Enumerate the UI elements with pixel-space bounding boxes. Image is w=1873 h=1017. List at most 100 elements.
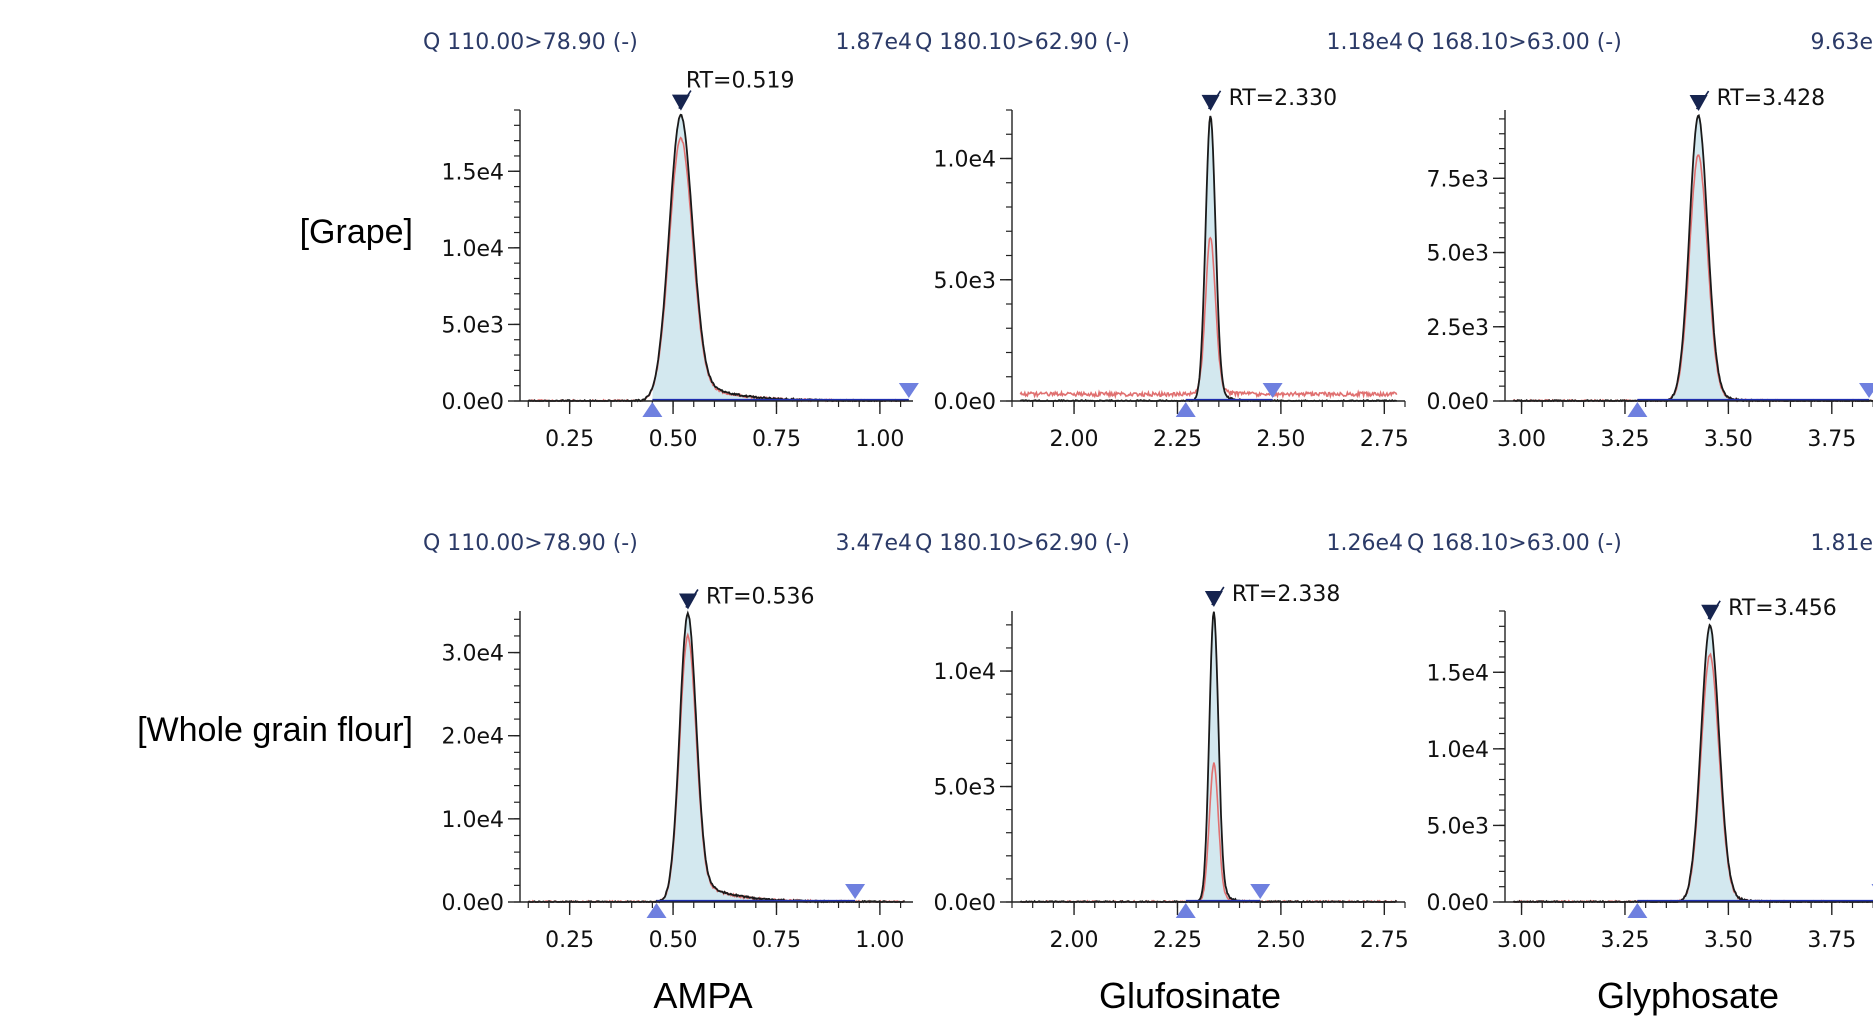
chromatogram-panel: Q 168.10>63.00 (-) 1.81e 0.0e0 5.0e3 1.0e4 1.…: [1407, 531, 1873, 953]
integration-start-marker: [1627, 903, 1648, 918]
x-tick-label: 2.50: [1256, 928, 1305, 953]
x-tick-label: 0.25: [545, 928, 594, 953]
intensity-label: 3.47e4: [835, 531, 912, 556]
retention-time-label: RT=0.519: [686, 69, 795, 94]
integration-start-marker: [1175, 903, 1196, 918]
x-tick-label: 2.75: [1360, 427, 1409, 452]
y-tick-label: 3.0e4: [441, 642, 504, 667]
x-tick-label: 3.50: [1704, 928, 1753, 953]
row-label-grape: [Grape]: [300, 213, 413, 251]
y-tick-label: 0.0e0: [441, 891, 504, 916]
apex-marker-tail: [1695, 90, 1710, 110]
integration-start-marker: [1175, 402, 1196, 417]
apex-marker-tail: [685, 589, 699, 608]
y-tick-label: 1.0e4: [933, 148, 996, 173]
x-tick-label: 1.00: [855, 427, 904, 452]
integrated-peak-area: [652, 114, 909, 402]
apex-marker-tail: [678, 90, 692, 110]
confirmation-trace: [1019, 236, 1398, 400]
chromatogram-panels: Q 110.00>78.90 (-) 1.87e4 0.0e0 5.0e3 1.0e4 1…: [423, 30, 1873, 953]
confirmation-trace: [1513, 652, 1873, 904]
integrated-peak-area: [1185, 116, 1273, 401]
x-tick-label: 3.75: [1807, 427, 1856, 452]
y-tick-label: 0.0e0: [933, 390, 996, 415]
x-tick-label: 0.75: [752, 928, 801, 953]
x-tick-label: 2.25: [1153, 427, 1202, 452]
x-tick-label: 3.25: [1600, 427, 1649, 452]
row-label-whole-grain-flour: [Whole grain flour]: [137, 711, 413, 749]
x-tick-label: 1.00: [855, 928, 904, 953]
x-tick-label: 3.50: [1704, 427, 1753, 452]
chromatogram-panel: Q 110.00>78.90 (-) 3.47e4 0.0e0 1.0e4 2.0e4 3…: [423, 531, 913, 953]
chromatogram-panel: Q 180.10>62.90 (-) 1.26e4 0.0e0 5.0e3 1.0e4 2…: [915, 531, 1409, 953]
transition-label: Q 110.00>78.90 (-): [423, 30, 638, 55]
chromatogram-panel: Q 168.10>63.00 (-) 9.63e 0.0e0 2.5e3 5.0e3 7.…: [1407, 30, 1873, 452]
y-tick-label: 0.0e0: [441, 390, 504, 415]
y-tick-label: 0.0e0: [1426, 390, 1489, 415]
x-tick-label: 2.00: [1050, 928, 1099, 953]
x-tick-label: 0.75: [752, 427, 801, 452]
x-tick-label: 3.00: [1497, 427, 1546, 452]
x-tick-label: 2.00: [1050, 427, 1099, 452]
y-tick-label: 1.0e4: [441, 808, 504, 833]
intensity-label: 9.63e: [1810, 30, 1873, 55]
x-tick-label: 3.75: [1807, 928, 1856, 953]
y-tick-label: 1.0e4: [933, 660, 996, 685]
y-tick-label: 0.0e0: [1426, 891, 1489, 916]
column-label-ampa: AMPA: [653, 975, 752, 1016]
y-tick-label: 5.0e3: [1426, 814, 1489, 839]
x-tick-label: 0.50: [649, 928, 698, 953]
transition-label: Q 180.10>62.90 (-): [915, 30, 1130, 55]
apex-marker-tail: [1211, 586, 1225, 606]
y-tick-label: 1.0e4: [1426, 738, 1489, 763]
integrated-peak-area: [656, 613, 856, 902]
x-tick-label: 0.25: [545, 427, 594, 452]
quantifier-trace: [1512, 623, 1873, 904]
integrated-peak-area: [1637, 115, 1869, 401]
y-tick-label: 5.0e3: [933, 269, 996, 294]
retention-time-label: RT=2.330: [1229, 86, 1338, 111]
chromatogram-panel: Q 110.00>78.90 (-) 1.87e4 0.0e0 5.0e3 1.0e4 1…: [423, 30, 919, 452]
retention-time-label: RT=3.456: [1728, 596, 1837, 621]
quantifier-trace: [527, 113, 905, 403]
confirmation-trace: [527, 632, 906, 904]
integrated-peak-area: [1637, 625, 1873, 902]
y-tick-label: 5.0e3: [1426, 242, 1489, 267]
y-tick-label: 0.0e0: [933, 891, 996, 916]
x-tick-label: 3.00: [1497, 928, 1546, 953]
intensity-label: 1.87e4: [835, 30, 912, 55]
apex-marker-tail: [1707, 600, 1721, 620]
y-tick-label: 1.0e4: [441, 237, 504, 262]
y-tick-label: 5.0e3: [441, 313, 504, 338]
retention-time-label: RT=0.536: [706, 584, 815, 609]
y-tick-label: 1.5e4: [1426, 661, 1489, 686]
y-tick-label: 7.5e3: [1426, 167, 1489, 192]
y-tick-label: 5.0e3: [933, 776, 996, 801]
integration-end-marker: [845, 884, 866, 899]
y-tick-label: 2.5e3: [1426, 316, 1489, 341]
x-tick-label: 2.75: [1360, 928, 1409, 953]
transition-label: Q 180.10>62.90 (-): [915, 531, 1130, 556]
x-tick-label: 0.50: [649, 427, 698, 452]
x-tick-label: 2.50: [1256, 427, 1305, 452]
transition-label: Q 168.10>63.00 (-): [1407, 531, 1622, 556]
x-tick-label: 3.25: [1600, 928, 1649, 953]
apex-marker-tail: [1207, 90, 1222, 110]
column-label-glyphosate: Glyphosate: [1597, 975, 1779, 1016]
quantifier-trace: [527, 610, 905, 904]
intensity-label: 1.26e4: [1326, 531, 1403, 556]
y-tick-label: 2.0e4: [441, 725, 504, 750]
y-tick-label: 1.5e4: [441, 160, 504, 185]
intensity-label: 1.81e: [1810, 531, 1873, 556]
chromatogram-panel: Q 180.10>62.90 (-) 1.18e4 0.0e0 5.0e3 1.0e4 2…: [915, 30, 1409, 452]
integration-end-marker: [1859, 383, 1873, 398]
integration-end-marker: [1250, 884, 1271, 899]
integration-start-marker: [1627, 402, 1648, 417]
integration-start-marker: [642, 402, 663, 417]
transition-label: Q 110.00>78.90 (-): [423, 531, 638, 556]
intensity-label: 1.18e4: [1326, 30, 1403, 55]
transition-label: Q 168.10>63.00 (-): [1407, 30, 1622, 55]
integration-start-marker: [646, 903, 667, 918]
retention-time-label: RT=3.428: [1717, 86, 1826, 111]
